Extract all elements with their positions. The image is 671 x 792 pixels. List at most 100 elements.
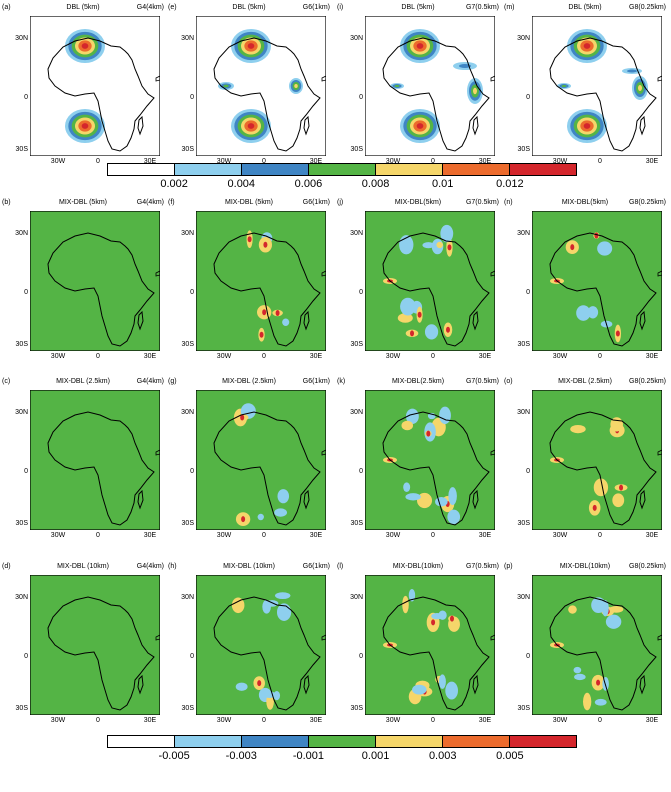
contour-shape: [583, 43, 591, 49]
difference-anomaly-core: [449, 615, 454, 622]
africa-coastline: [382, 37, 490, 152]
lon-tick-label: 0: [96, 717, 100, 724]
island-coastline: [657, 75, 662, 82]
difference-anomaly: [438, 674, 446, 689]
map-plot: [30, 16, 160, 156]
difference-anomaly: [424, 324, 439, 340]
difference-anomaly: [408, 588, 416, 602]
lon-tick-label: 30W: [50, 717, 66, 724]
lon-tick-label: 30E: [645, 532, 659, 539]
africa-coastline: [47, 596, 155, 711]
difference-anomaly-core: [247, 236, 252, 243]
colorbar-segment: [175, 164, 242, 175]
island-coastline: [321, 270, 326, 277]
lon-tick-label: 0: [431, 532, 435, 539]
lon-tick-label: 0: [96, 353, 100, 360]
lon-tick-label: 30E: [309, 158, 323, 165]
map-plot: [365, 390, 495, 530]
lon-tick-label: 0: [262, 353, 266, 360]
panel-title: MIX-DBL (10km) (h) G6(1km): [166, 561, 332, 575]
lat-tick-label: 30N: [181, 594, 194, 601]
panel-experiment: MIX-DBL(2.5km): [391, 378, 445, 385]
contour-shape: [223, 84, 229, 88]
map-panel: DBL (5km) (i) G7(0.5km) 30W 0 30E 30N 0 30S: [335, 2, 501, 172]
lat-tick-label: 0: [190, 468, 194, 475]
contour-shape: [247, 43, 255, 49]
lat-tick-label: 0: [359, 653, 363, 660]
lat-tick-label: 0: [526, 653, 530, 660]
panel-title: MIX-DBL(10km) (l) G7(0.5km): [335, 561, 501, 575]
colorbar-segment: [510, 736, 576, 747]
map-panel: MIX-DBL(5km) (j) G7(0.5km) 30W 0 30E 30N 0 30S: [335, 197, 501, 367]
lon-tick-label: 30E: [478, 158, 492, 165]
lon-tick-label: 30E: [645, 353, 659, 360]
panel-title: MIX-DBL(2.5km) (k) G7(0.5km): [335, 376, 501, 390]
lat-tick-label: 0: [24, 289, 28, 296]
lon-tick-label: 0: [262, 158, 266, 165]
panel-title: MIX-DBL(10km) (p) G8(0.25km): [502, 561, 668, 575]
lon-tick-label: 30W: [216, 532, 232, 539]
africa-coastline: [213, 232, 321, 347]
lon-tick-label: 0: [598, 353, 602, 360]
madagascar-coastline: [137, 674, 144, 695]
difference-anomaly-core: [570, 244, 575, 251]
difference-anomaly: [435, 496, 448, 507]
lon-tick-label: 30E: [309, 353, 323, 360]
lon-tick-label: 30W: [50, 158, 66, 165]
panel-resolution: G4(4km): [136, 378, 164, 385]
lon-tick-label: 30W: [385, 532, 401, 539]
colorbar-tick-label: 0.003: [428, 750, 457, 762]
difference-anomaly: [405, 493, 421, 501]
panel-experiment: DBL (5km): [401, 4, 435, 11]
difference-anomaly: [257, 513, 264, 521]
colorbar-segment: [376, 164, 443, 175]
panel-experiment: DBL (5km): [66, 4, 100, 11]
colorbar-tick-label: 0.001: [361, 750, 390, 762]
lat-tick-label: 30N: [350, 230, 363, 237]
map-plot: [196, 211, 326, 351]
africa-coastline: [382, 596, 490, 711]
colorbar-tick-label: 0.008: [361, 178, 390, 190]
map-plot: [532, 390, 662, 530]
panel-title: MIX-DBL(5km) (j) G7(0.5km): [335, 197, 501, 211]
island-coastline: [321, 75, 326, 82]
africa-coastline: [549, 596, 657, 711]
africa-coastline: [549, 411, 657, 526]
map-plot: [365, 575, 495, 715]
difference-anomaly-core: [615, 330, 620, 337]
lon-tick-label: 30E: [645, 158, 659, 165]
island-coastline: [490, 634, 495, 641]
colorbar-segment: [242, 164, 309, 175]
island-coastline: [155, 75, 160, 82]
lon-tick-label: 30W: [385, 353, 401, 360]
panel-resolution: G6(1km): [302, 4, 330, 11]
contour-shape: [459, 64, 471, 68]
panel-label: (h): [168, 563, 177, 570]
panel-title: MIX-DBL (2.5km) (c) G4(4km): [0, 376, 166, 390]
africa-coastline: [382, 232, 490, 347]
map-panel: DBL (5km) (m) G8(0.25km) 30W 0 30E 30N 0 30S: [502, 2, 668, 172]
lon-tick-label: 0: [262, 717, 266, 724]
map-panel: MIX-DBL (5km) (f) G6(1km) 30W 0 30E 30N 0 30S: [166, 197, 332, 367]
lat-tick-label: 30S: [15, 705, 28, 712]
difference-anomaly: [263, 691, 276, 698]
difference-anomaly: [576, 305, 591, 321]
lat-tick-label: 0: [24, 653, 28, 660]
difference-anomaly-core: [410, 330, 415, 337]
lat-tick-label: 30N: [517, 409, 530, 416]
difference-anomaly: [274, 508, 288, 517]
panel-resolution: G8(0.25km): [629, 563, 666, 570]
lon-tick-label: 30E: [143, 717, 157, 724]
island-coastline: [155, 449, 160, 456]
panel-title: MIX-DBL (2.5km) (o) G8(0.25km): [502, 376, 668, 390]
difference-anomaly: [447, 509, 461, 525]
contour-shape: [81, 43, 89, 49]
difference-anomaly-core: [241, 516, 246, 523]
difference-anomaly-core: [417, 311, 422, 318]
madagascar-coastline: [303, 674, 310, 695]
madagascar-coastline: [137, 115, 144, 136]
lat-tick-label: 30S: [517, 520, 530, 527]
colorbar-tick-label: 0.002: [160, 178, 188, 190]
lon-tick-label: 30W: [552, 353, 568, 360]
island-coastline: [490, 75, 495, 82]
